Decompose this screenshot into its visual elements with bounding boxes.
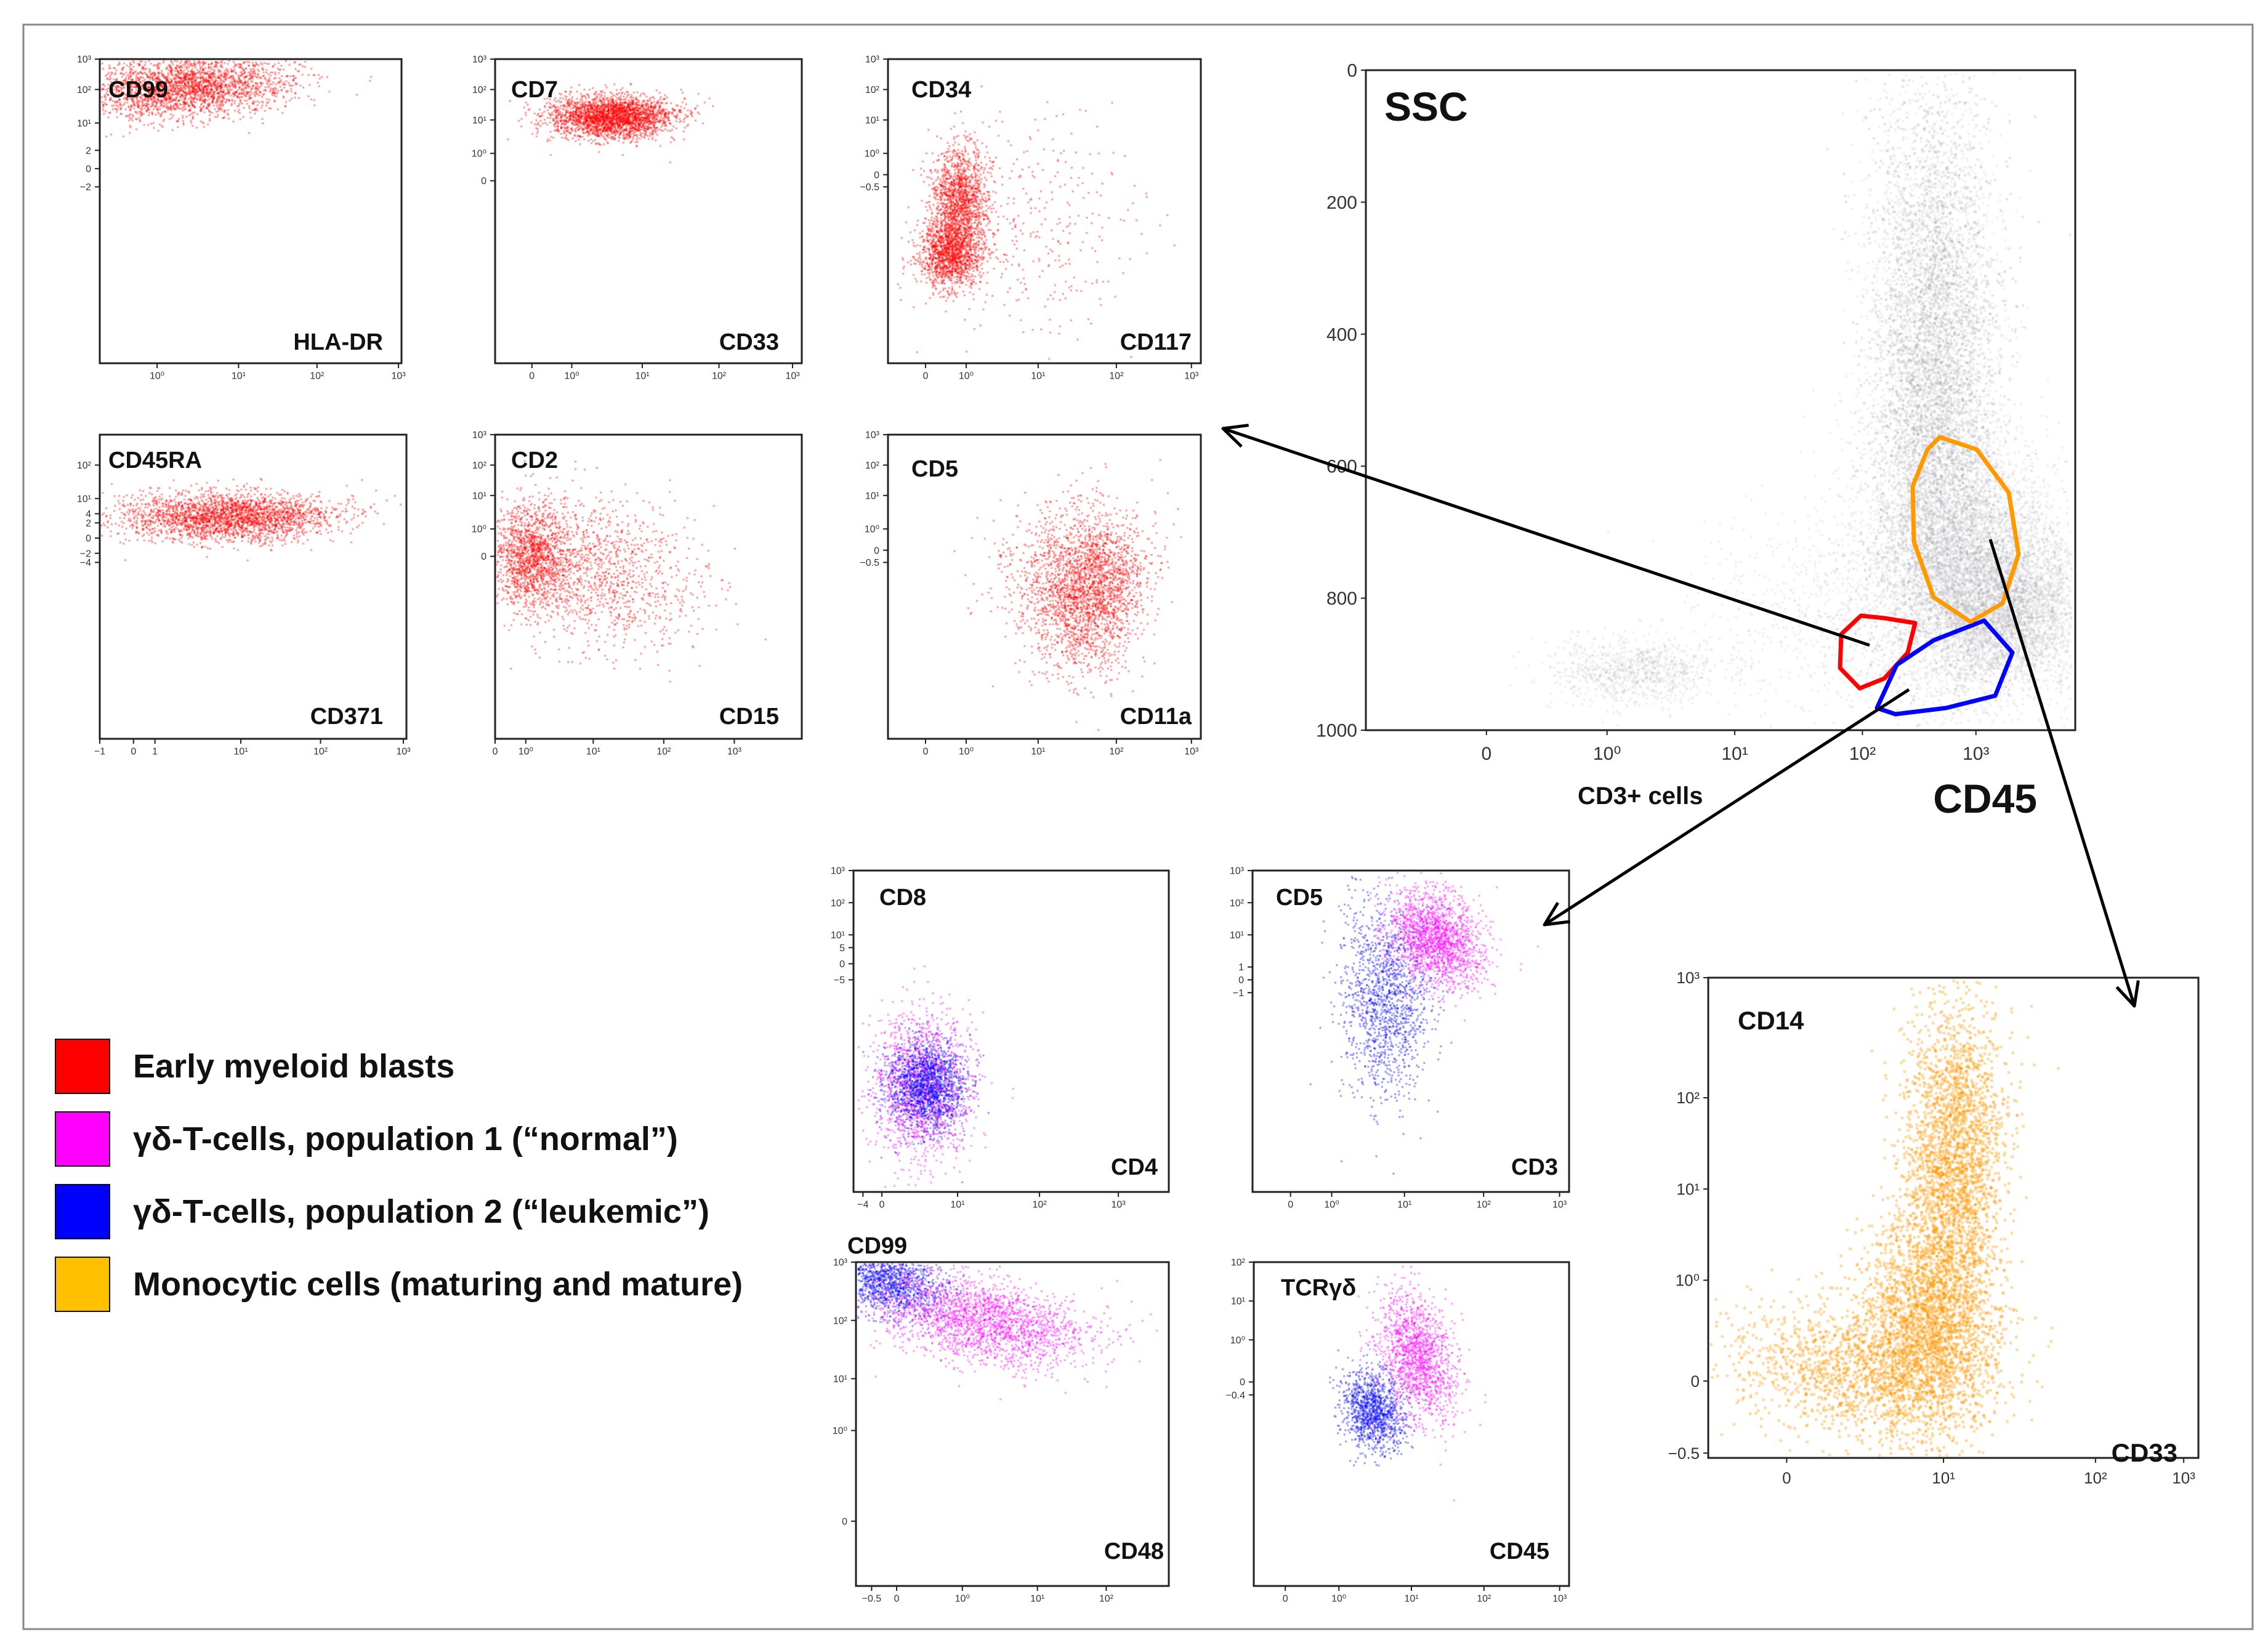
- event-dot: [1906, 280, 1909, 283]
- event-dot: [1882, 163, 1885, 166]
- event-dot: [1918, 213, 1921, 216]
- event-dot: [1887, 219, 1891, 222]
- event-dot: [1925, 175, 1928, 178]
- event-dot: [1881, 278, 1884, 281]
- event-dot: [1887, 237, 1890, 240]
- event-dot: [1887, 134, 1890, 137]
- event-dot: [1962, 153, 1965, 156]
- event-dot: [1988, 412, 1992, 416]
- event-dot: [1918, 674, 1921, 677]
- event-dot: [1954, 106, 1957, 109]
- event-dot: [1894, 128, 1897, 131]
- event-dot: [1919, 235, 1922, 238]
- event-dot: [1964, 392, 1967, 395]
- event-dot: [1979, 142, 1982, 145]
- event-dot: [2019, 77, 2022, 80]
- event-dot: [1865, 372, 1868, 375]
- event-dot: [1858, 521, 1862, 524]
- event-dot: [1959, 190, 1962, 193]
- event-dot: [1841, 513, 1844, 516]
- event-dot: [1942, 721, 1945, 724]
- event-dot: [2020, 326, 2024, 329]
- event-dot: [1909, 185, 1912, 188]
- event-dot: [1945, 227, 1948, 230]
- event-dot: [1936, 160, 1939, 163]
- event-dot: [1956, 208, 1959, 211]
- event-dot: [1979, 256, 1982, 259]
- event-dot: [1902, 151, 1905, 155]
- event-dot: [1953, 416, 1956, 419]
- event-dot: [1992, 232, 1995, 235]
- event-dot: [1866, 289, 1870, 292]
- event-dot: [1884, 421, 1887, 424]
- event-dot: [1871, 260, 1875, 263]
- event-dot: [1969, 108, 1972, 111]
- event-dot: [2004, 309, 2007, 312]
- panel-main: 02004006008001000010⁰10¹10²10³SSCCD45CD3…: [1316, 61, 2075, 822]
- event-dot: [1967, 140, 1971, 143]
- event-dot: [1867, 262, 1870, 265]
- event-dot: [1961, 271, 1964, 274]
- event-dot: [1880, 312, 1883, 315]
- event-dot: [1865, 315, 1868, 318]
- event-dot: [1985, 215, 1988, 219]
- event-dot: [1878, 227, 1881, 230]
- event-dot: [1868, 97, 1871, 100]
- event-dot: [1881, 325, 1884, 328]
- event-dot: [1913, 194, 1916, 197]
- event-dot: [1887, 488, 1891, 491]
- event-dot: [1821, 533, 1824, 536]
- event-dot: [1881, 222, 1884, 225]
- event-dot: [1876, 403, 1879, 406]
- event-dot: [2000, 275, 2003, 278]
- event-dot: [1927, 198, 1930, 201]
- event-dot: [1847, 235, 1850, 238]
- event-dot: [1861, 222, 1864, 225]
- event-dot: [1888, 102, 1891, 105]
- event-dot: [1871, 149, 1875, 152]
- event-dot: [1896, 181, 1899, 184]
- figure: 02004006008001000010⁰10¹10²10³SSCCD45CD3…: [0, 0, 2268, 1650]
- event-dot: [1858, 378, 1861, 381]
- event-dot: [1984, 132, 1987, 135]
- event-dot: [1865, 354, 1868, 357]
- event-dot: [1984, 387, 1987, 390]
- event-dot: [1955, 73, 1958, 76]
